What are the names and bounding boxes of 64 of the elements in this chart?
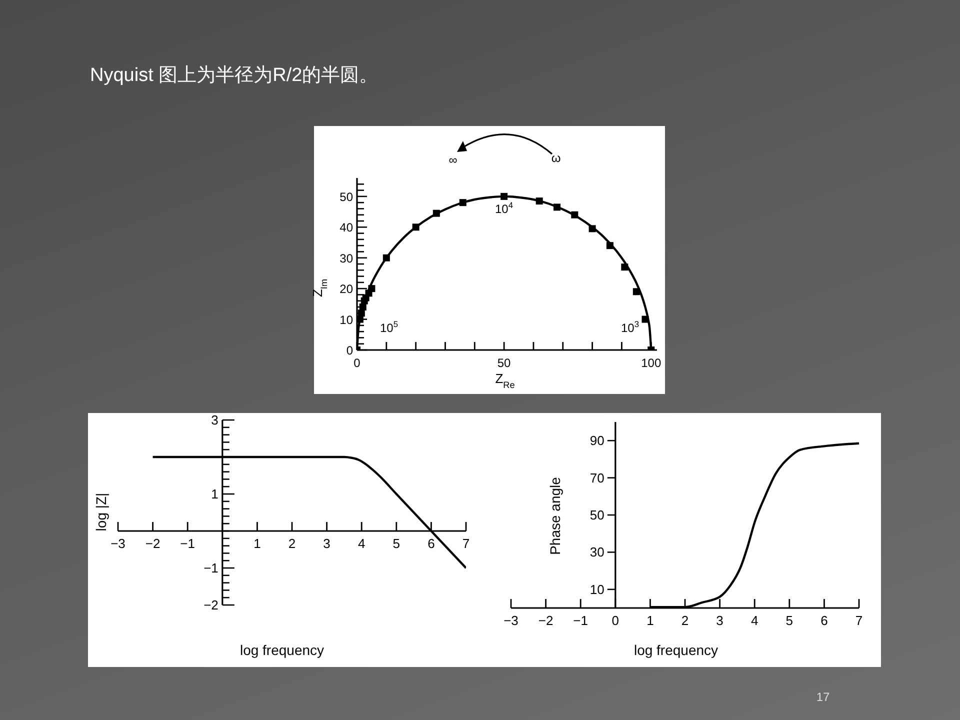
point xyxy=(632,288,640,296)
x-tick-label: −2 xyxy=(145,536,160,551)
x-tick-label: 1 xyxy=(254,536,261,551)
point xyxy=(588,225,596,232)
x-tick-label: 5 xyxy=(392,536,400,551)
chart-title: Nyquist 图上为半径为R/2的半圆。 xyxy=(90,64,378,88)
x-tick-label: −1 xyxy=(573,613,588,628)
text: ∞ xyxy=(448,153,458,167)
x-tick-label: 100 xyxy=(641,356,662,370)
x-tick-label: 3 xyxy=(323,536,330,551)
y-tick-label: −2 xyxy=(204,598,218,612)
x-tick-label: 2 xyxy=(288,536,296,551)
x-tick-label: 6 xyxy=(820,613,828,628)
x-tick-label: 1 xyxy=(646,613,654,628)
y-tick-label: 20 xyxy=(340,282,354,296)
x-tick-label: −3 xyxy=(110,536,126,551)
x-tick-label: 6 xyxy=(428,536,435,551)
y-tick-label: 30 xyxy=(590,544,604,560)
point xyxy=(382,254,390,262)
annotation: 10$^{3}$ xyxy=(620,319,640,335)
y-tick-label: 90 xyxy=(590,433,604,448)
point xyxy=(571,211,578,218)
point xyxy=(536,198,543,205)
y-tick-label: 10 xyxy=(340,312,354,327)
x-tick-label: 2 xyxy=(681,613,689,628)
x-tick-label: −3 xyxy=(504,613,518,628)
point xyxy=(554,204,560,211)
x-axis-title: log frequency xyxy=(240,642,324,658)
y-tick-label: 50 xyxy=(590,508,604,522)
y-tick-label: 30 xyxy=(340,251,354,266)
y-tick-label: 1 xyxy=(211,486,218,502)
annotation: 10$^{4}$ xyxy=(494,200,514,216)
text: ω xyxy=(551,151,561,165)
x-axis-title: Z$_{Re}$ xyxy=(495,371,515,390)
x-tick-label: −1 xyxy=(180,536,196,551)
point xyxy=(606,242,614,250)
x-tick-label: 4 xyxy=(358,536,366,551)
y-axis-title: log |Z| xyxy=(93,492,109,532)
point xyxy=(412,224,420,231)
y-axis-title: Phase angle xyxy=(547,476,563,555)
x-axis-title: log frequency xyxy=(634,642,718,658)
y-tick-label: −1 xyxy=(204,560,218,576)
x-tick-label: 3 xyxy=(716,613,724,628)
y-tick-label: 70 xyxy=(590,470,604,486)
x-tick-label: 7 xyxy=(462,536,470,551)
point xyxy=(368,285,376,292)
point xyxy=(459,199,466,206)
x-tick-label: 4 xyxy=(750,613,758,628)
point xyxy=(642,316,649,323)
y-tick-label: 3 xyxy=(211,412,218,428)
y-tick-label: 0 xyxy=(346,344,354,358)
x-tick-label: −2 xyxy=(538,613,554,628)
point xyxy=(500,192,508,200)
x-tick-label: 50 xyxy=(497,356,512,370)
point xyxy=(621,264,628,271)
y-tick-label: 40 xyxy=(340,220,354,235)
annotation: 10$^{5}$ xyxy=(380,319,398,335)
text: 17 xyxy=(816,690,830,704)
y-tick-label: 50 xyxy=(340,190,354,204)
x-tick-label: 5 xyxy=(786,613,794,628)
x-tick-label: 0 xyxy=(612,613,620,628)
x-tick-label: 7 xyxy=(855,613,863,628)
y-tick-label: 10 xyxy=(590,582,604,597)
point xyxy=(432,210,440,217)
